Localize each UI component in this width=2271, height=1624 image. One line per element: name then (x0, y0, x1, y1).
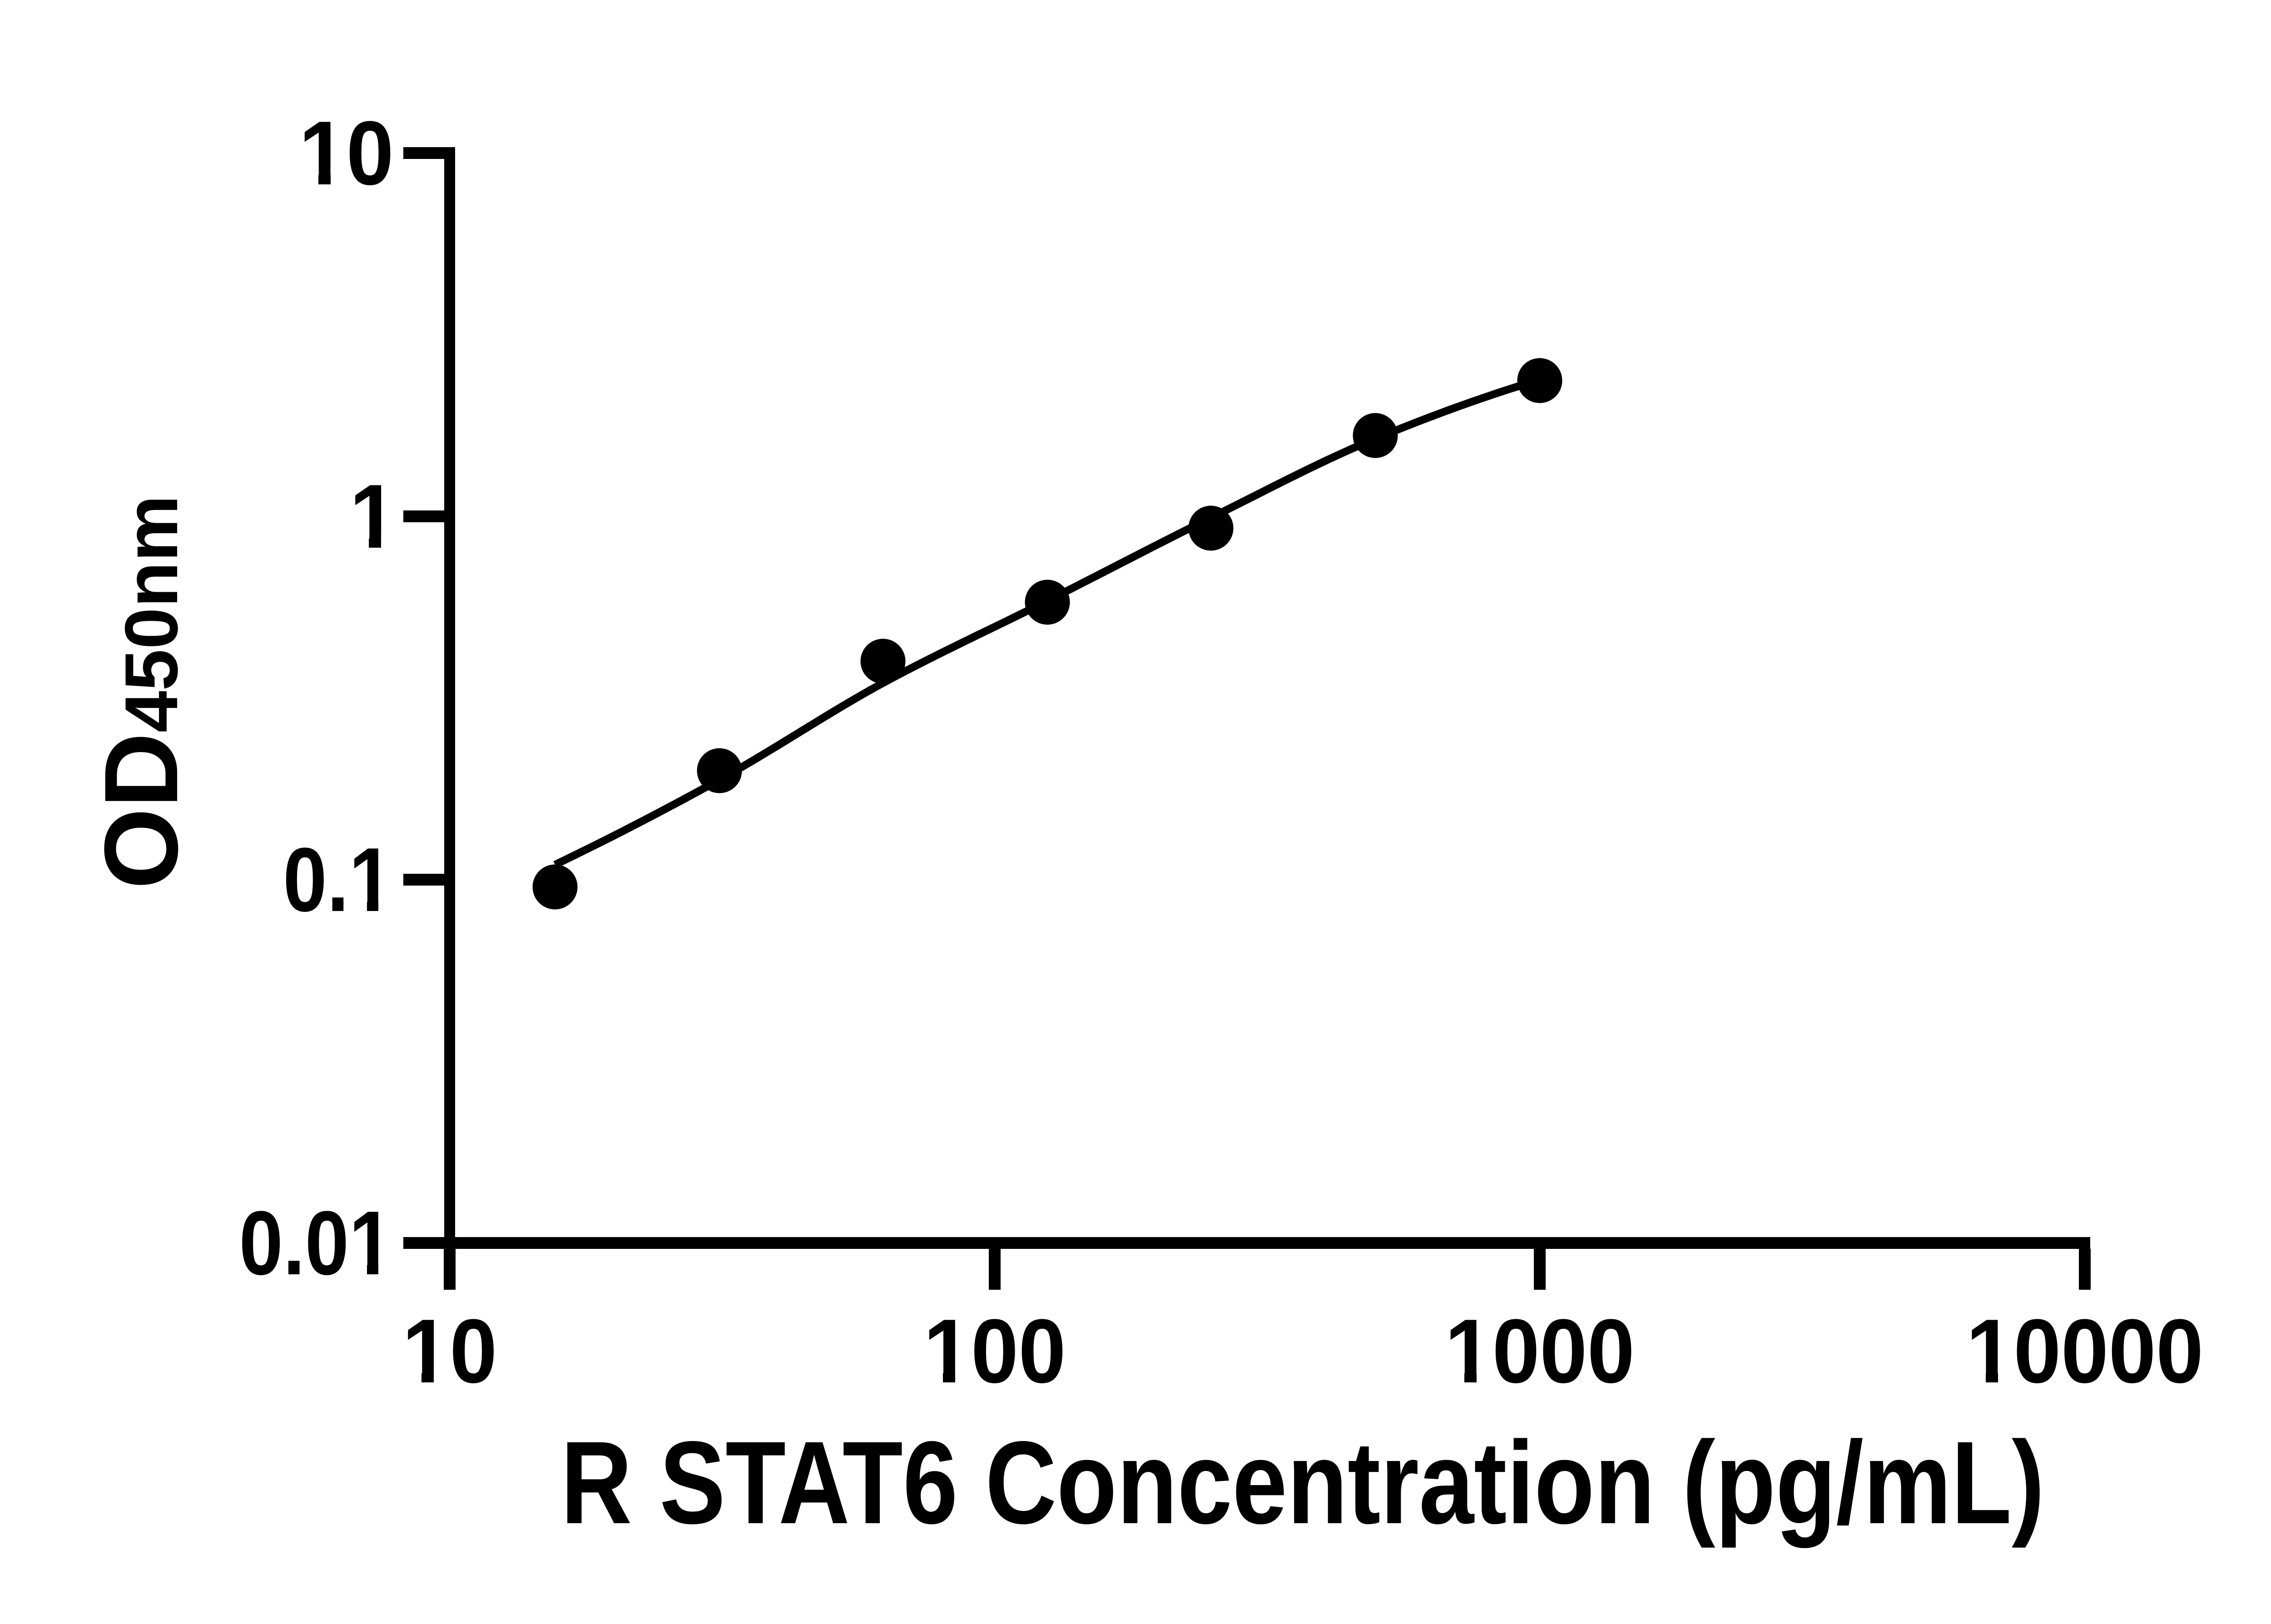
svg-text:0.01: 0.01 (239, 1192, 393, 1294)
svg-text:10000: 10000 (1966, 1301, 2204, 1402)
svg-text:100: 100 (923, 1301, 1066, 1402)
svg-text:10: 10 (299, 103, 394, 204)
svg-text:1: 1 (349, 466, 397, 568)
svg-text:R STAT6 Concentration (pg/mL): R STAT6 Concentration (pg/mL) (561, 1416, 2045, 1548)
svg-text:1000: 1000 (1445, 1301, 1635, 1402)
svg-text:10: 10 (402, 1301, 497, 1402)
svg-text:0.1: 0.1 (283, 829, 393, 931)
